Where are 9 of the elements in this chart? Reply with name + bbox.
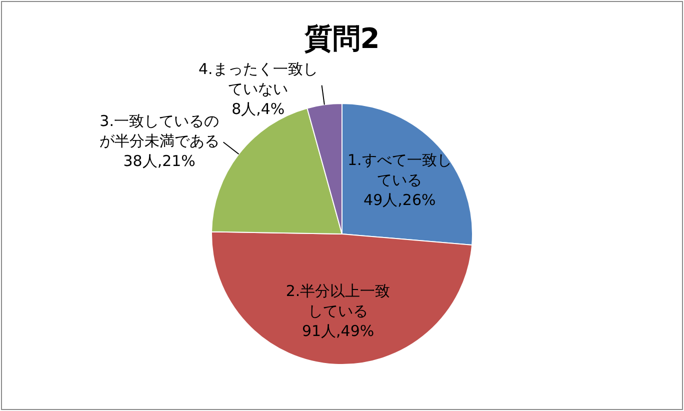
slice-label: 1.すべて一致している bbox=[348, 150, 452, 189]
data-label: 49人,26% bbox=[364, 190, 436, 209]
slice-label: 3.一致しているのが半分未満である bbox=[99, 112, 220, 150]
data-label: 38人,21% bbox=[123, 152, 196, 170]
data-label: 8人,4% bbox=[232, 100, 285, 118]
slice-label: 2.半分以上一致している bbox=[286, 282, 390, 320]
data-label: 91人,49% bbox=[302, 322, 374, 340]
slice-label: 4.まったく一致していない bbox=[198, 60, 318, 98]
chart-title: 質問2 bbox=[303, 21, 381, 57]
